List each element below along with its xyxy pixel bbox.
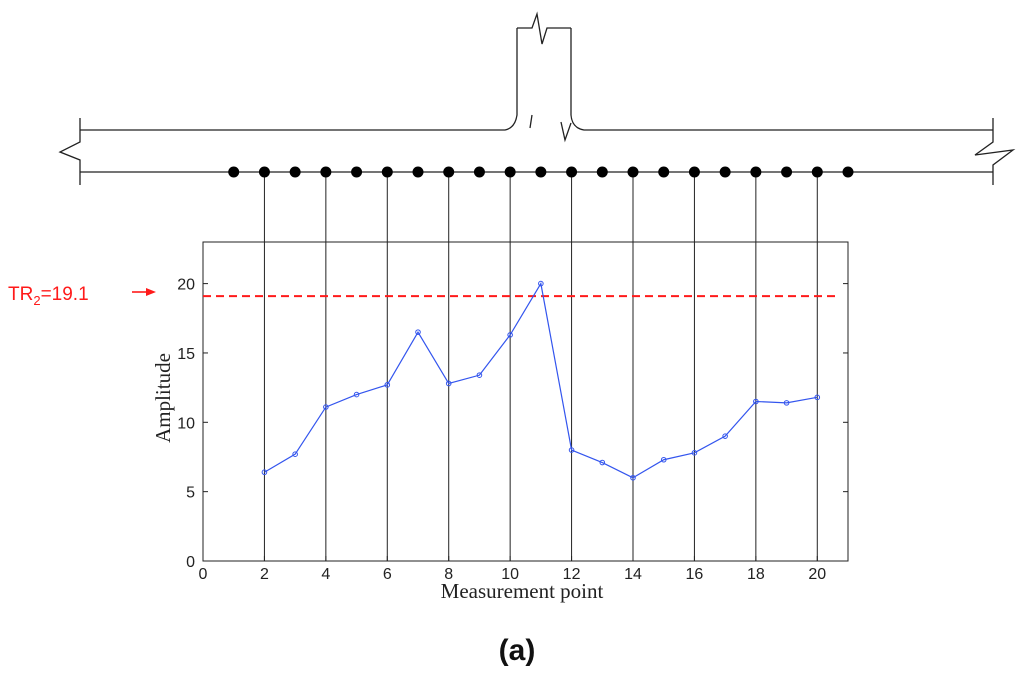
y-axis-ticks: 0 5 10 15 20 [177, 277, 848, 571]
x-axis-ticks: 0 2 4 6 8 10 12 14 16 18 20 [199, 556, 826, 583]
measurement-point-dot [596, 166, 608, 178]
data-point [691, 450, 698, 456]
measurement-point-dot [750, 166, 762, 178]
data-point [292, 451, 298, 458]
x-tick-label: 12 [563, 566, 581, 583]
measurement-point-dot [258, 166, 270, 178]
right-break-mark [974, 118, 1016, 185]
threshold-label: TR2=19.1 [8, 284, 89, 308]
measurement-point-dot [535, 166, 547, 178]
y-tick-label: 15 [177, 346, 195, 363]
vertical-guide-lines [263, 172, 818, 561]
y-tick-label: 5 [186, 485, 195, 502]
y-tick-label: 10 [177, 415, 195, 432]
x-tick-label: 10 [501, 566, 519, 583]
measurement-point-dot [566, 166, 578, 178]
data-point [753, 398, 759, 405]
measurement-point-dot [627, 166, 639, 178]
measurement-point-dot [381, 166, 393, 178]
threshold-label-subscript: 2 [33, 293, 40, 308]
measurement-point-dot [473, 166, 485, 178]
y-axis-label: Amplitude [151, 353, 175, 443]
measurement-point-dot [443, 166, 455, 178]
data-point [445, 380, 452, 387]
left-break-mark [58, 118, 81, 185]
column-right-edge [570, 28, 993, 131]
plot-box [202, 241, 849, 562]
x-tick-label: 8 [444, 566, 453, 583]
data-point [630, 474, 636, 481]
data-point [507, 332, 513, 338]
measurement-point-dots [228, 166, 854, 178]
data-point [323, 404, 329, 410]
x-tick-label: 20 [808, 566, 826, 583]
x-tick-label: 16 [686, 566, 704, 583]
data-point [599, 459, 606, 466]
column-break-mark [517, 11, 571, 45]
series-line [264, 281, 818, 479]
data-point [261, 469, 268, 476]
plot-frame [202, 241, 849, 562]
x-tick-label: 14 [624, 566, 642, 583]
measurement-point-dot [781, 166, 793, 178]
data-point [783, 400, 790, 406]
x-tick-label: 2 [260, 566, 269, 583]
column-crack-left [529, 114, 533, 129]
data-point [384, 382, 391, 388]
column-crack-right [560, 121, 572, 143]
data-point [568, 447, 575, 453]
x-axis-label: Measurement point [441, 579, 604, 603]
data-point [722, 433, 728, 439]
measurement-point-dot [658, 166, 670, 178]
beam-column-joint-drawing [58, 11, 1016, 185]
figure-caption: (a) [499, 634, 536, 667]
measurement-point-dot [688, 166, 700, 178]
data-point [476, 372, 483, 378]
threshold-arrow [132, 288, 156, 296]
measurement-point-dot [228, 166, 240, 178]
x-tick-label: 0 [199, 566, 208, 583]
threshold-label-value: =19.1 [41, 284, 89, 305]
x-tick-label: 18 [747, 566, 765, 583]
y-tick-label: 20 [177, 277, 195, 294]
data-point [353, 391, 360, 398]
measurement-point-dot [289, 166, 301, 178]
threshold-label-main: TR [8, 284, 33, 305]
measurement-point-dot [320, 166, 332, 178]
y-tick-label: 0 [186, 554, 195, 571]
measurement-point-dot [842, 166, 854, 178]
series-group [261, 280, 821, 481]
measurement-point-dot [412, 166, 424, 178]
measurement-point-dot [811, 166, 823, 178]
measurement-point-dot [719, 166, 731, 178]
data-point [538, 280, 544, 287]
data-point [660, 456, 667, 463]
data-point [415, 329, 421, 335]
measurement-point-dot [351, 166, 363, 178]
x-tick-label: 6 [383, 566, 392, 583]
beam-top-left-edge [80, 28, 518, 131]
x-tick-label: 4 [321, 566, 330, 583]
measurement-point-dot [504, 166, 516, 178]
data-point [814, 394, 821, 401]
